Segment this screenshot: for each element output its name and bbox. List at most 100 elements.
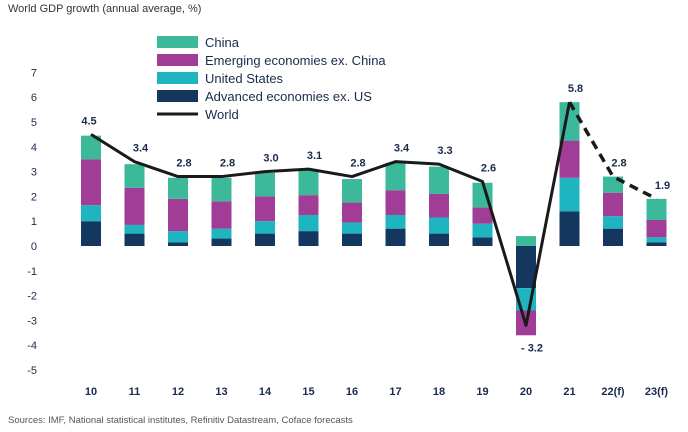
x-tick-label: 22(f): [601, 386, 625, 398]
x-tick-label: 15: [302, 386, 314, 398]
bar-united-states: [342, 222, 362, 234]
bar-emerging-economies-ex-china: [646, 219, 667, 238]
chart-subtitle: World GDP growth (annual average, %): [8, 3, 202, 15]
y-tick-label: -3: [27, 315, 37, 327]
bar-advanced-economies-ex-us: [81, 221, 101, 246]
world-data-label: 3.4: [394, 143, 410, 155]
bar-emerging-economies-ex-china: [472, 207, 493, 224]
bar-united-states: [168, 231, 188, 243]
bar-advanced-economies-ex-us: [255, 233, 275, 246]
y-tick-label: 0: [31, 241, 37, 253]
x-tick-label: 20: [520, 386, 532, 398]
bar-united-states: [255, 221, 275, 234]
world-data-label: - 3.2: [521, 342, 543, 354]
bar-emerging-economies-ex-china: [385, 190, 406, 215]
y-tick-label: 7: [31, 67, 37, 79]
bar-united-states: [298, 215, 319, 232]
world-line-layer: [90, 101, 658, 327]
y-tick-label: -1: [27, 266, 37, 278]
bar-united-states: [81, 205, 101, 222]
world-data-label: 3.1: [307, 150, 322, 162]
legend-swatch-advanced-economies-ex-us: [157, 90, 198, 102]
bar-advanced-economies-ex-us: [298, 231, 319, 246]
bar-china: [255, 172, 275, 197]
bar-united-states: [603, 216, 623, 229]
bar-layer: [81, 102, 667, 336]
y-tick-label: 4: [31, 142, 37, 154]
chart-source: Sources: IMF, National statistical insti…: [8, 415, 353, 426]
legend: China Emerging economies ex. China United …: [157, 35, 386, 122]
legend-label-china: China: [205, 35, 240, 50]
bar-advanced-economies-ex-us: [559, 211, 580, 246]
world-data-label: 3.4: [133, 143, 149, 155]
legend-label-emerging-economies-ex-china: Emerging economies ex. China: [205, 53, 386, 68]
bar-united-states: [385, 215, 406, 229]
legend-swatch-china: [157, 36, 198, 48]
bar-china: [124, 164, 145, 188]
y-tick-label: -2: [27, 291, 37, 303]
bar-emerging-economies-ex-china: [298, 195, 319, 215]
bar-china: [516, 236, 536, 246]
x-tick-label: 21: [563, 386, 575, 398]
legend-swatch-united-states: [157, 72, 198, 84]
world-line-actual: [90, 101, 571, 327]
bar-emerging-economies-ex-china: [342, 202, 362, 223]
bar-advanced-economies-ex-us: [603, 228, 623, 246]
bar-china: [342, 179, 362, 203]
bar-advanced-economies-ex-us: [124, 233, 145, 246]
bar-united-states: [429, 217, 449, 234]
legend-swatch-emerging-economies-ex-china: [157, 54, 198, 66]
x-tick-label: 17: [389, 386, 401, 398]
world-data-label: 1.9: [655, 180, 670, 192]
y-tick-label: 5: [31, 117, 37, 129]
bar-emerging-economies-ex-china: [603, 192, 623, 217]
x-tick-label: 12: [172, 386, 184, 398]
world-data-label: 2.8: [220, 158, 235, 170]
world-data-label: 4.5: [81, 115, 96, 127]
bar-china: [81, 135, 101, 160]
bar-emerging-economies-ex-china: [559, 140, 580, 178]
x-axis: 10 11 12 13 14 15 16 17 18 19 20 21 22(f) 23(f): [85, 386, 669, 398]
bar-china: [298, 170, 319, 196]
bar-emerging-economies-ex-china: [211, 201, 232, 229]
bar-advanced-economies-ex-us: [472, 237, 493, 246]
world-data-label: 3.0: [263, 153, 278, 165]
x-tick-label: 11: [129, 386, 141, 398]
x-tick-label: 10: [85, 386, 97, 398]
y-tick-label: 2: [31, 191, 37, 203]
y-tick-label: -4: [27, 340, 37, 352]
bar-advanced-economies-ex-us: [429, 233, 449, 246]
y-tick-label: 1: [31, 216, 37, 228]
legend-label-united-states: United States: [205, 71, 284, 86]
bar-china: [385, 162, 406, 191]
bar-emerging-economies-ex-china: [81, 159, 101, 206]
data-label-layer: 4.5 3.4 2.8 2.8 3.0 3.1 2.8 3.4 3.3 2.6 - 3.2 5.8 2.…: [81, 83, 670, 354]
x-tick-label: 19: [476, 386, 488, 398]
bar-china: [429, 166, 449, 194]
bar-united-states: [646, 237, 667, 243]
bar-china: [646, 198, 667, 220]
bar-emerging-economies-ex-china: [429, 193, 449, 218]
y-tick-label: 3: [31, 167, 37, 179]
bar-united-states: [472, 223, 493, 238]
bar-advanced-economies-ex-us: [168, 242, 188, 246]
world-data-label: 2.6: [481, 163, 496, 175]
bar-china: [211, 177, 232, 202]
x-tick-label: 18: [433, 386, 445, 398]
bar-emerging-economies-ex-china: [124, 187, 145, 225]
y-axis: 7 6 5 4 3 2 1 0 -1 -2 -3 -4 -5: [27, 67, 37, 377]
legend-label-world: World: [205, 107, 239, 122]
world-data-label: 2.8: [176, 158, 191, 170]
bar-advanced-economies-ex-us: [211, 238, 232, 246]
bar-advanced-economies-ex-us: [385, 228, 406, 246]
x-tick-label: 13: [215, 386, 227, 398]
bar-advanced-economies-ex-us: [516, 246, 536, 289]
x-tick-label: 14: [259, 386, 272, 398]
bar-advanced-economies-ex-us: [646, 242, 667, 246]
bar-advanced-economies-ex-us: [342, 233, 362, 246]
x-tick-label: 23(f): [645, 386, 669, 398]
x-tick-label: 16: [346, 386, 358, 398]
bar-united-states: [124, 224, 145, 234]
world-data-label: 5.8: [568, 83, 583, 95]
